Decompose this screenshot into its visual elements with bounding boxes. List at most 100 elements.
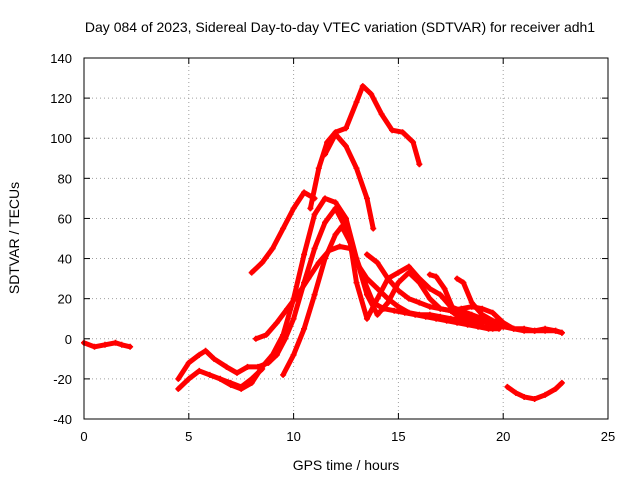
y-axis-label: SDTVAR / TECUs xyxy=(6,182,22,294)
data-point xyxy=(301,189,308,196)
data-point xyxy=(244,363,251,370)
data-point xyxy=(521,327,528,334)
data-point xyxy=(395,287,402,294)
data-point xyxy=(338,223,345,230)
data-point xyxy=(322,151,329,158)
data-point xyxy=(416,161,423,168)
data-point xyxy=(426,295,433,302)
data-point xyxy=(437,305,444,312)
data-point xyxy=(399,129,406,136)
data-point xyxy=(374,285,381,292)
series-track-10 xyxy=(426,271,507,330)
data-point xyxy=(363,195,370,202)
y-tick-label: 100 xyxy=(50,131,72,146)
data-point xyxy=(359,83,366,90)
data-point xyxy=(265,359,272,366)
data-point xyxy=(290,315,297,322)
data-point xyxy=(127,343,134,350)
data-point xyxy=(91,343,98,350)
data-point xyxy=(458,311,465,318)
data-point xyxy=(347,239,354,246)
data-point xyxy=(290,351,297,358)
data-point xyxy=(353,99,360,106)
data-point xyxy=(273,351,280,358)
data-point xyxy=(101,341,108,348)
y-tick-label: 120 xyxy=(50,91,72,106)
data-point xyxy=(510,325,517,332)
data-point xyxy=(437,291,444,298)
data-point xyxy=(202,347,209,354)
x-tick-label: 5 xyxy=(185,429,192,444)
data-point xyxy=(284,305,291,312)
tick-labels: 0 5 10 15 20 25 -40 -20 0 20 40 60 80 100 120 140 xyxy=(50,51,615,444)
data-point xyxy=(389,127,396,134)
series-line xyxy=(322,131,376,231)
data-point xyxy=(290,205,297,212)
series-track-12 xyxy=(504,379,565,402)
data-point xyxy=(332,131,339,138)
data-point xyxy=(405,263,412,270)
series-track-11 xyxy=(454,275,507,326)
data-point xyxy=(254,363,261,370)
data-point xyxy=(311,245,318,252)
data-point xyxy=(512,389,519,396)
y-tick-label: 0 xyxy=(65,332,72,347)
data-point xyxy=(391,307,398,314)
data-point xyxy=(311,291,318,298)
data-point xyxy=(185,359,192,366)
data-point xyxy=(252,335,259,342)
data-point xyxy=(468,299,475,306)
data-point xyxy=(521,393,528,400)
data-point xyxy=(343,143,349,150)
y-tick-label: -40 xyxy=(53,412,72,427)
data-point xyxy=(454,319,461,326)
series-line xyxy=(427,272,506,330)
data-point xyxy=(305,275,312,282)
data-point xyxy=(531,327,538,334)
data-point xyxy=(552,385,559,392)
series-track-1 xyxy=(81,339,134,350)
data-point xyxy=(280,371,287,378)
data-point xyxy=(227,379,234,386)
data-point xyxy=(485,325,492,332)
series-track-13 xyxy=(217,365,266,390)
x-tick-label: 25 xyxy=(601,429,615,444)
data-point xyxy=(395,303,402,310)
data-point xyxy=(269,245,276,252)
data-point xyxy=(315,259,322,266)
data-point xyxy=(259,365,266,372)
data-point xyxy=(311,211,318,218)
data-point xyxy=(422,313,429,320)
data-point xyxy=(500,319,507,326)
series-line xyxy=(280,224,565,378)
data-point xyxy=(332,231,339,238)
data-point xyxy=(542,325,549,332)
data-point xyxy=(464,321,471,328)
data-point xyxy=(363,251,370,258)
data-point xyxy=(410,139,417,146)
series-track-2 xyxy=(248,189,318,276)
data-point xyxy=(263,331,270,338)
data-point xyxy=(370,225,377,232)
data-point xyxy=(175,385,182,392)
data-point xyxy=(405,295,412,302)
data-point xyxy=(475,323,482,330)
data-point xyxy=(322,255,329,262)
y-tick-label: 140 xyxy=(50,51,72,66)
data-point xyxy=(449,305,456,312)
data-point xyxy=(343,215,349,222)
data-point xyxy=(460,279,467,286)
data-point xyxy=(175,375,182,382)
data-point xyxy=(433,315,440,322)
data-point xyxy=(558,379,565,386)
data-point xyxy=(353,279,360,286)
data-point xyxy=(384,295,391,302)
y-tick-label: 60 xyxy=(58,211,72,226)
data-point xyxy=(412,311,419,318)
data-point xyxy=(196,367,203,374)
y-tick-label: 20 xyxy=(58,292,72,307)
data-point xyxy=(374,311,381,318)
data-point xyxy=(489,309,496,316)
data-point xyxy=(378,111,385,118)
